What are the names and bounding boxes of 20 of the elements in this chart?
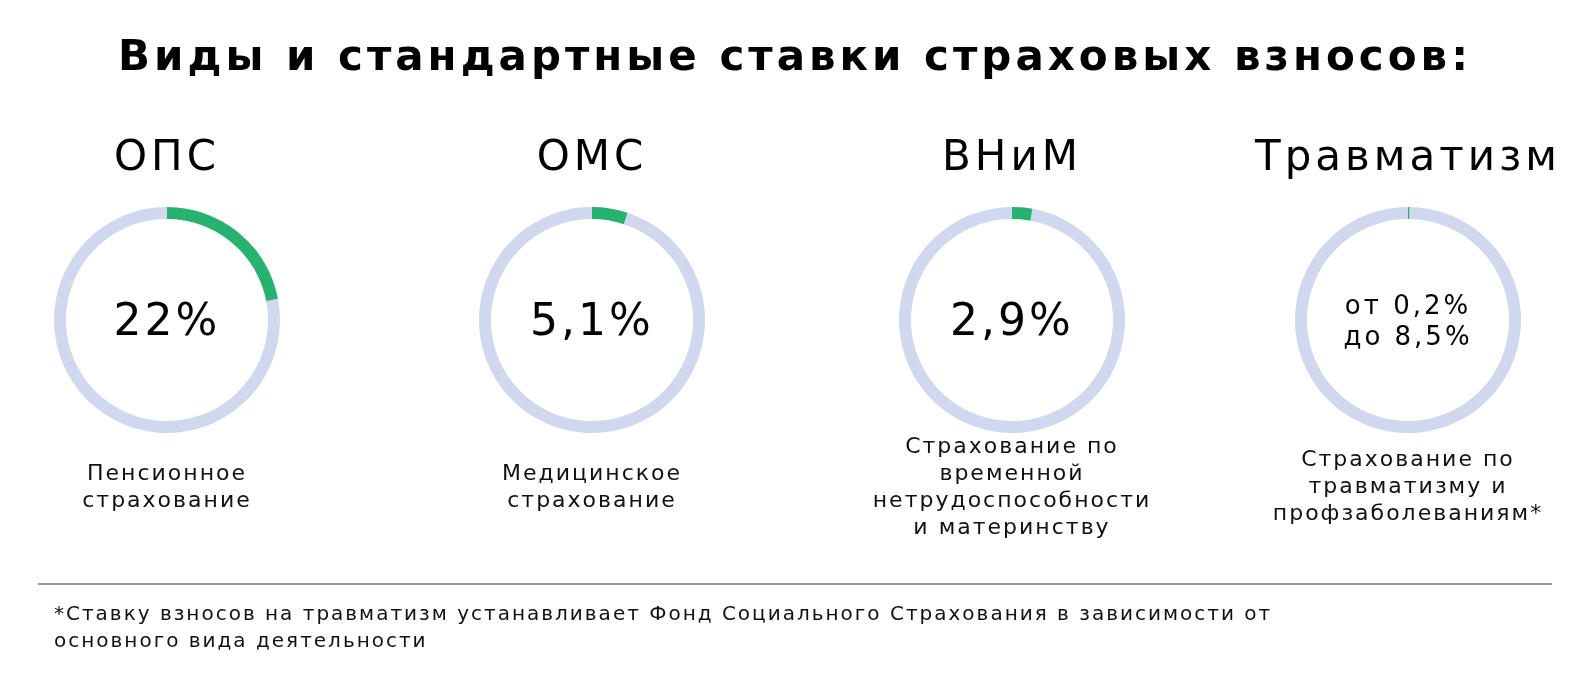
text: от 0,2% до 8,5%: [1343, 289, 1473, 351]
donut-slice: [479, 207, 705, 433]
donut-slice: [1012, 207, 1033, 221]
text: Пенсионное страхование: [82, 459, 252, 512]
text: Медицинское страхование: [501, 459, 683, 512]
text: Страхование по временной нетрудоспособности и материнству: [872, 432, 1152, 539]
donut-slice: [899, 207, 1125, 433]
text: 5,1%: [530, 294, 654, 346]
chart-title: ВНиМ: [942, 131, 1082, 180]
chart-title: ОПС: [114, 131, 220, 180]
text: Виды и стандартные ставки страховых взносов:: [118, 31, 1472, 80]
text: 22%: [113, 294, 221, 346]
chart-title: Травматизм: [1253, 131, 1562, 180]
donut-slice: [167, 207, 278, 302]
text: *Ставку взносов на травматизм устанавливает Фонд Социального Страхования в зависимости от основного вида деятельности: [54, 601, 1273, 652]
text: 2,9%: [950, 294, 1074, 346]
donut-slice: [54, 207, 280, 433]
chart-title: ОМС: [536, 131, 648, 180]
text: Страхование по травматизму и профзаболеваниям*: [1272, 446, 1544, 525]
donut-slice: [592, 207, 628, 225]
